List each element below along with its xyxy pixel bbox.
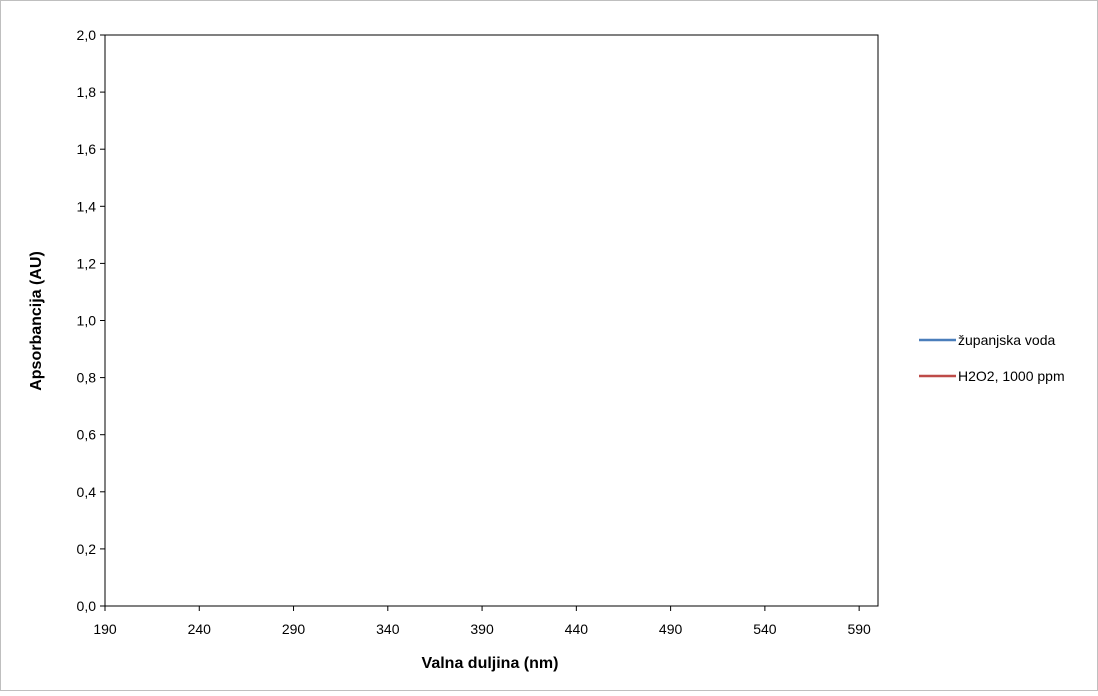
- y-axis-title: Apsorbancija (AU): [28, 251, 45, 391]
- y-tick-label: 1,8: [77, 84, 97, 100]
- axes: 0,0 0,2 0,4 0,6 0,8 1,0 1,2 1,4 1,6 1,8 2,0 190 240 2…: [77, 27, 879, 637]
- y-tick-label: 2,0: [77, 27, 97, 43]
- y-tick-label: 0,2: [77, 541, 97, 557]
- x-axis-title: Valna duljina (nm): [422, 655, 559, 672]
- y-tick-label: 1,6: [77, 141, 97, 157]
- y-tick-label: 1,2: [77, 255, 97, 271]
- x-tick-label: 190: [93, 621, 117, 637]
- y-tick-label: 0,6: [77, 427, 97, 443]
- x-tick-label: 490: [659, 621, 683, 637]
- y-tick-label: 0,8: [77, 370, 97, 386]
- legend-label-2: H2O2, 1000 ppm: [958, 368, 1065, 384]
- y-tick-label: 1,4: [77, 198, 97, 214]
- y-tick-label: 1,0: [77, 313, 97, 329]
- x-tick-label: 290: [282, 621, 306, 637]
- x-tick-label: 240: [188, 621, 212, 637]
- y-tick-label: 0,4: [77, 484, 97, 500]
- x-tick-label: 540: [753, 621, 777, 637]
- x-tick-label: 390: [470, 621, 494, 637]
- x-tick-label: 340: [376, 621, 400, 637]
- x-tick-label: 440: [565, 621, 589, 637]
- x-tick-label: 590: [847, 621, 871, 637]
- plot-frame: [104, 34, 879, 607]
- legend-label-1: županjska voda: [958, 332, 1056, 348]
- legend: županjska voda H2O2, 1000 ppm: [919, 332, 1065, 384]
- y-tick-label: 0,0: [77, 598, 97, 614]
